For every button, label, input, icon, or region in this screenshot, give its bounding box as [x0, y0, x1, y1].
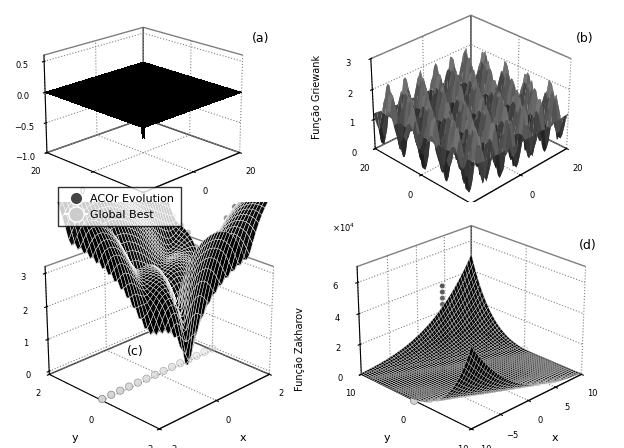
Text: $\times 10^4$: $\times 10^4$ [333, 221, 356, 234]
Y-axis label: y: y [63, 203, 69, 213]
Text: Função Griewank: Função Griewank [313, 55, 323, 139]
Text: (b): (b) [575, 32, 593, 45]
X-axis label: x: x [544, 207, 550, 217]
Text: Função Zakharov: Função Zakharov [295, 307, 305, 392]
Legend: ACOr Evolution, Global Best: ACOr Evolution, Global Best [58, 187, 181, 226]
Y-axis label: y: y [72, 433, 79, 443]
X-axis label: x: x [240, 433, 246, 443]
Text: (d): (d) [579, 238, 597, 252]
X-axis label: x: x [218, 203, 223, 213]
X-axis label: x: x [552, 433, 558, 443]
Text: $\times 10^6$: $\times 10^6$ [59, 224, 80, 236]
Text: (a): (a) [252, 32, 270, 45]
Y-axis label: y: y [392, 207, 397, 217]
Text: (c): (c) [127, 345, 143, 358]
Y-axis label: y: y [384, 433, 391, 443]
